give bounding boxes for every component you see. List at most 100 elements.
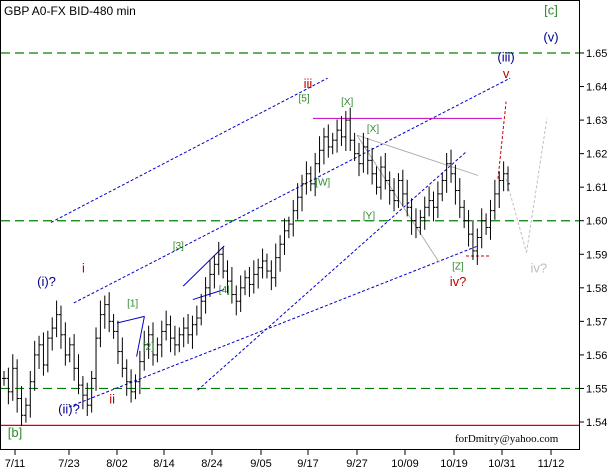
ohlc-bar [216, 241, 221, 276]
ohlc-bar [203, 277, 208, 314]
x-tick-label: 9/27 [346, 458, 367, 470]
ohlc-bar [295, 183, 300, 220]
watermark-text: forDmitry@yahoo.com [455, 433, 559, 445]
ohlc-bar [330, 132, 335, 155]
ohlc-bar [164, 310, 169, 341]
wave-label: [b] [8, 425, 22, 440]
y-axis: 1.54 1.55 1.56 1.57 1.58 1.59 1.60 1.61 1.62 1.63… [580, 48, 607, 429]
ohlc-bar [418, 209, 423, 235]
ohlc-bar [155, 337, 160, 363]
ohlc-bar [207, 260, 212, 297]
trend-line-2 [68, 245, 479, 408]
ohlc-bar [470, 220, 475, 260]
x-axis: 7/11 7/23 8/02 8/14 8/24 9/05 9/17 9/27 10/09 10/… [5, 450, 564, 470]
ohlc-bar [264, 253, 269, 279]
trend-line-11 [192, 289, 225, 301]
ohlc-bar [422, 196, 427, 230]
wave-label: (ii)? [58, 402, 80, 417]
ohlc-bar [317, 136, 322, 173]
ohlc-bar [321, 127, 326, 165]
x-tick-label: 7/23 [58, 458, 79, 470]
ohlc-bar [313, 152, 318, 197]
ohlc-bar [129, 369, 134, 403]
ohlc-bar [172, 325, 177, 356]
ohlc-bar [221, 246, 226, 279]
y-tick-label: 1.63 [586, 115, 607, 127]
y-tick-label: 1.60 [586, 216, 607, 228]
ohlc-bar [339, 116, 344, 146]
trend-line-6 [356, 134, 479, 176]
ohlc-bar [356, 142, 361, 177]
ohlc-bar [326, 124, 331, 158]
trend-line-13 [497, 101, 507, 179]
ohlc-bar [32, 340, 37, 391]
x-tick-label: 10/09 [391, 458, 419, 470]
ohlc-bar [234, 285, 239, 316]
trend-lines [50, 77, 548, 408]
ohlc-bar [72, 334, 77, 381]
y-tick-label: 1.54 [586, 417, 607, 429]
ohlc-bar [269, 260, 274, 291]
ohlc-bar [243, 270, 248, 296]
wave-label: ii [109, 392, 115, 407]
y-tick-label: 1.55 [586, 383, 607, 395]
ohlc-bar [89, 371, 94, 413]
ohlc-bar [120, 337, 125, 378]
ohlc-bar [308, 166, 313, 192]
ohlc-bar [19, 386, 24, 427]
y-tick-label: 1.62 [586, 149, 607, 161]
ohlc-bar [440, 173, 445, 202]
ohlc-bar [405, 179, 410, 217]
y-tick-label: 1.56 [586, 350, 607, 362]
trend-line-8 [116, 315, 145, 324]
trend-line-1 [73, 77, 511, 304]
ohlc-bar [453, 164, 458, 205]
y-tick-label: 1.59 [586, 249, 607, 261]
y-tick-label: 1.58 [586, 283, 607, 295]
wave-label: [X] [367, 124, 379, 135]
ohlc-bar [133, 374, 138, 400]
y-tick-label: 1.64 [586, 82, 607, 94]
ohlc-bar [365, 137, 370, 175]
x-tick-label: 9/17 [297, 458, 318, 470]
x-tick-label: 10/31 [488, 458, 516, 470]
ohlc-bar [212, 255, 217, 289]
ohlc-bar [142, 330, 147, 371]
ohlc-bar [76, 354, 81, 395]
x-tick-label: 9/05 [250, 458, 271, 470]
trend-line-15 [526, 118, 548, 253]
ohlc-bar [247, 267, 252, 297]
ohlc-bar [102, 295, 107, 329]
ohlc-bar [115, 320, 120, 364]
x-tick-label: 7/11 [5, 458, 26, 470]
ohlc-bar [343, 111, 348, 151]
wave-label: iv? [450, 274, 467, 289]
ohlc-bar [400, 169, 405, 207]
trend-line-9 [136, 316, 145, 357]
ohlc-bar [2, 371, 6, 386]
ohlc-bar [137, 350, 142, 395]
x-tick-label: 8/14 [153, 458, 174, 470]
ohlc-bar [41, 332, 46, 376]
ohlc-bar [361, 132, 366, 173]
ohlc-bar [159, 320, 164, 358]
ohlc-bar [54, 300, 59, 338]
ohlc-bar [435, 181, 440, 219]
ohlc-bar [146, 325, 151, 359]
ohlc-bar [58, 305, 63, 349]
ohlc-bar [151, 322, 156, 366]
ohlc-bar [278, 235, 283, 272]
ohlc-bar [177, 327, 182, 353]
ohlc-bar [497, 171, 502, 208]
ohlc-bar [444, 152, 449, 193]
ohlc-bar [15, 359, 20, 413]
ohlc-bar [190, 315, 195, 349]
y-tick-label: 1.65 [586, 48, 607, 60]
x-tick-label: 8/02 [106, 458, 127, 470]
ohlc-bar [335, 119, 340, 153]
ohlc-bar [256, 258, 261, 289]
wave-label: [5] [299, 94, 310, 105]
ohlc-bar [225, 260, 230, 294]
wave-labels: (i)?i(ii)?iiiiiiv?v(iii)(v)[c]iv?[b][1][… [8, 2, 559, 440]
